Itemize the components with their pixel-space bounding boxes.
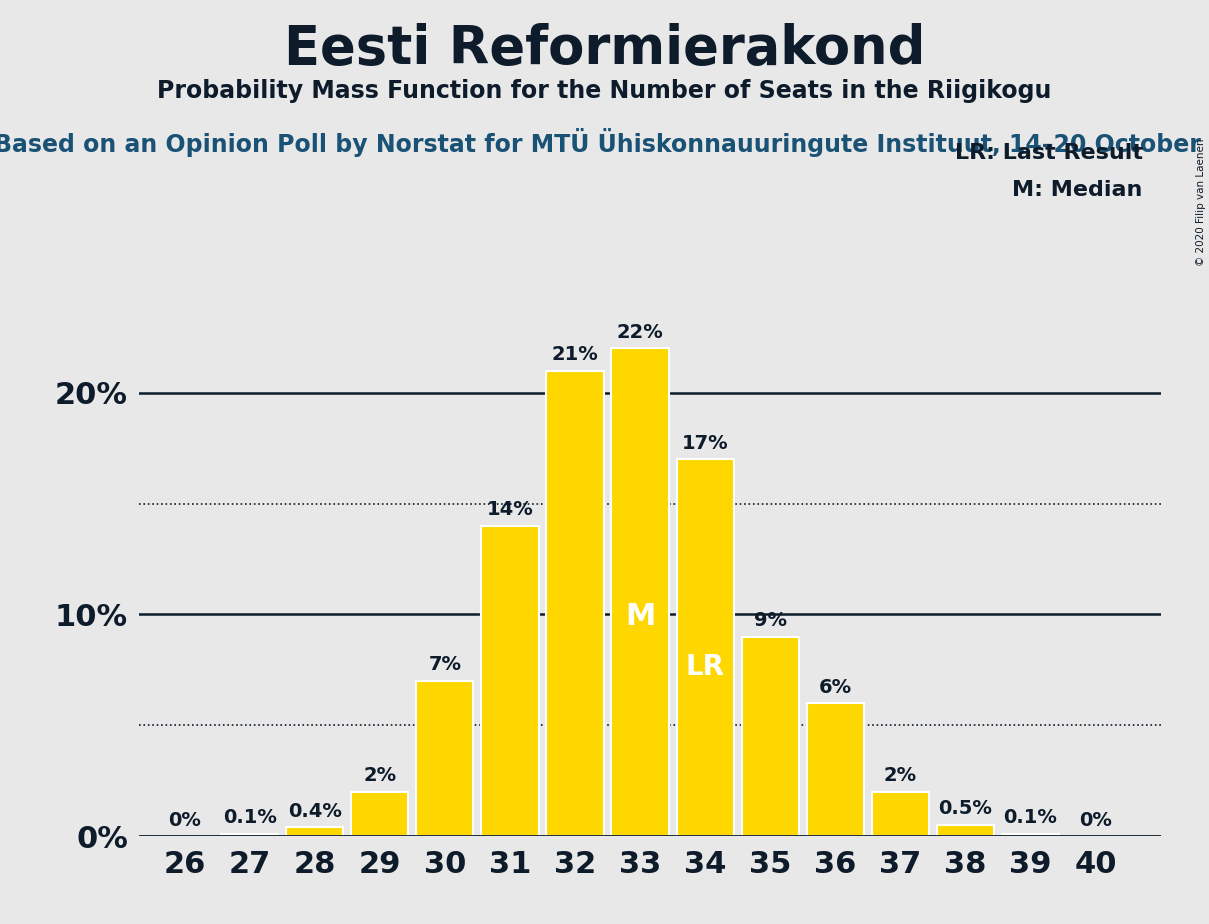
Text: 0%: 0% — [1080, 810, 1112, 830]
Bar — [1002, 834, 1059, 836]
Text: Probability Mass Function for the Number of Seats in the Riigikogu: Probability Mass Function for the Number… — [157, 79, 1052, 103]
Text: M: M — [625, 602, 655, 631]
Text: M: Median: M: Median — [1012, 180, 1143, 201]
Text: 0.1%: 0.1% — [1003, 808, 1058, 827]
Text: 0.5%: 0.5% — [938, 799, 993, 819]
Text: Based on an Opinion Poll by Norstat for MTÜ Ühiskonnauuringute Instituut, 14–20 : Based on an Opinion Poll by Norstat for … — [0, 128, 1209, 156]
Bar — [416, 681, 474, 836]
Bar — [872, 792, 929, 836]
Text: LR: LR — [686, 652, 724, 681]
Bar — [612, 348, 669, 836]
Text: 2%: 2% — [884, 766, 916, 785]
Text: 17%: 17% — [682, 433, 729, 453]
Text: 22%: 22% — [617, 322, 664, 342]
Bar — [806, 703, 864, 836]
Text: 6%: 6% — [818, 677, 852, 697]
Text: 7%: 7% — [428, 655, 462, 675]
Text: 0.1%: 0.1% — [222, 808, 277, 827]
Bar — [481, 526, 538, 836]
Bar — [221, 834, 278, 836]
Text: © 2020 Filip van Laenen: © 2020 Filip van Laenen — [1196, 139, 1205, 266]
Text: 0.4%: 0.4% — [288, 802, 342, 821]
Bar — [546, 371, 603, 836]
Text: 9%: 9% — [753, 611, 787, 630]
Text: 21%: 21% — [551, 345, 598, 364]
Bar — [937, 825, 994, 836]
Bar — [741, 637, 799, 836]
Bar — [677, 459, 734, 836]
Text: Eesti Reformierakond: Eesti Reformierakond — [284, 23, 925, 75]
Text: 14%: 14% — [486, 500, 533, 519]
Text: 2%: 2% — [363, 766, 397, 785]
Text: LR: Last Result: LR: Last Result — [954, 143, 1143, 164]
Bar — [287, 827, 343, 836]
Text: 0%: 0% — [168, 810, 201, 830]
Bar — [351, 792, 409, 836]
